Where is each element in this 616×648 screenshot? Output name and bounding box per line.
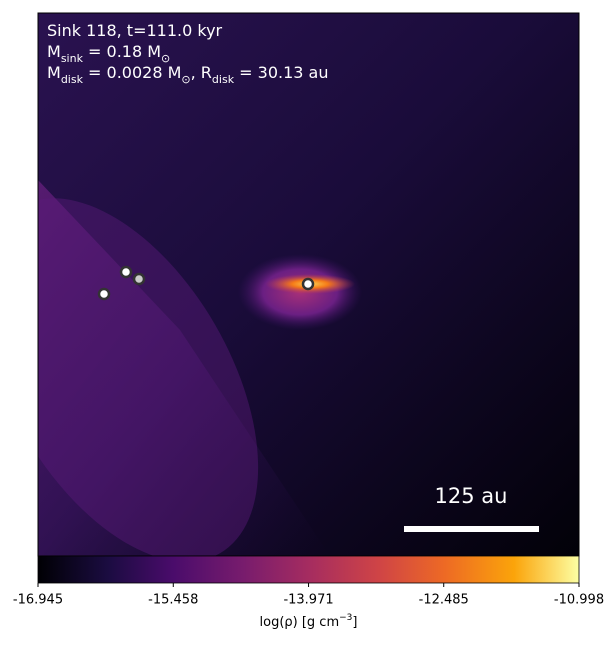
colorbar-tick-label: -16.945 xyxy=(13,593,63,608)
sink xyxy=(119,265,133,279)
colorbar-tick-label: -15.458 xyxy=(148,593,198,608)
colorbar-tick-label: -12.485 xyxy=(419,593,469,608)
annotation: Mdisk = 0.0028 M⊙, Rdisk = 30.13 au xyxy=(47,63,328,86)
sinks xyxy=(97,265,315,301)
text-part: Sink 118, t=111.0 kyr xyxy=(47,21,223,40)
text-part: = 30.13 au xyxy=(234,63,328,82)
text-part: = 0.0028 M xyxy=(83,63,181,82)
colorbar-tick-label: -10.998 xyxy=(554,593,604,608)
annotation: Msink = 0.18 M⊙ xyxy=(47,42,170,65)
colorbar-tick-label: -13.971 xyxy=(283,593,333,608)
text-part: ⊙ xyxy=(161,52,170,65)
text-part: −3 xyxy=(339,613,352,623)
sink xyxy=(97,287,111,301)
colorbar xyxy=(37,555,580,584)
text-part: , R xyxy=(191,63,212,82)
text-part: M xyxy=(47,63,61,82)
sink xyxy=(301,277,315,291)
scale-bar-label: 125 au xyxy=(435,484,508,508)
text-part: ⊙ xyxy=(181,73,190,86)
text-part: log(ρ) [g cm xyxy=(260,615,340,630)
text-part: = 0.18 M xyxy=(83,42,161,61)
text-part: disk xyxy=(212,73,235,86)
colorbar-label: log(ρ) [g cm−3] xyxy=(260,613,358,630)
density-map xyxy=(38,13,579,556)
annotation: Sink 118, t=111.0 kyr xyxy=(47,21,223,40)
text-part: ] xyxy=(352,615,357,630)
text-part: sink xyxy=(61,52,84,65)
sink xyxy=(132,272,146,286)
text-part: M xyxy=(47,42,61,61)
text-part: disk xyxy=(61,73,84,86)
